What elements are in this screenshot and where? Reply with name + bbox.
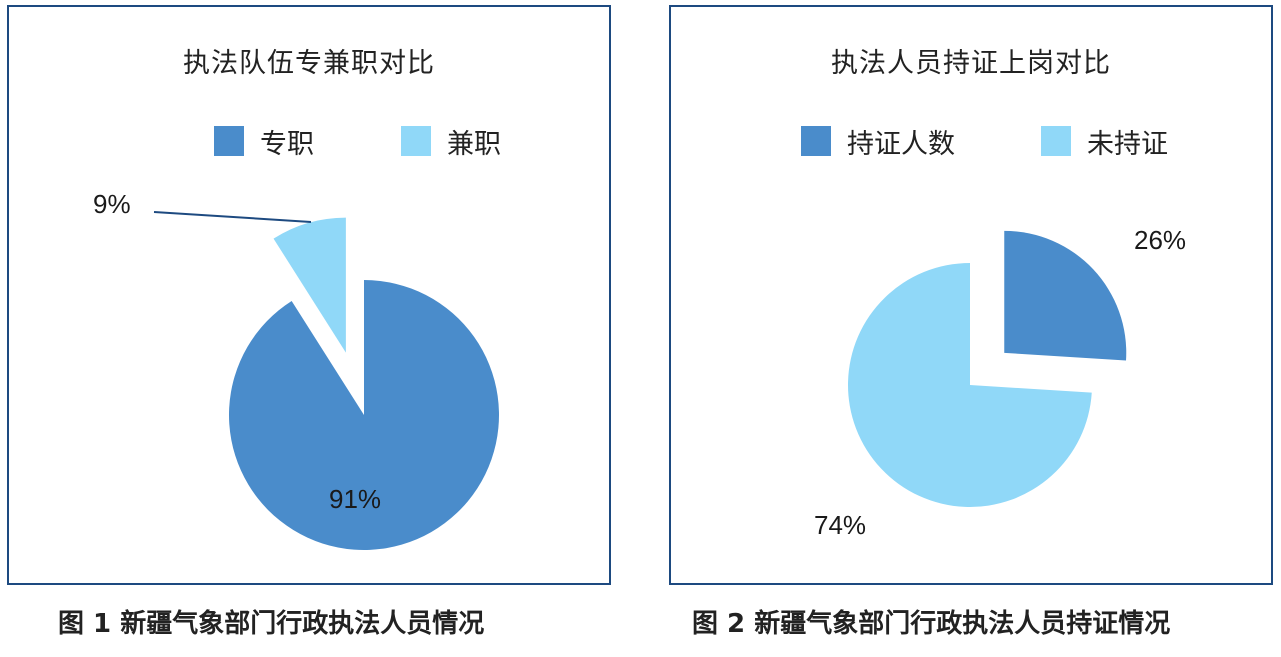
figure-caption-1: 图 1 新疆气象部门行政执法人员情况: [58, 609, 485, 639]
chart-panel-2: 执法人员持证上岗对比 持证人数 未持证 26% 74%: [669, 5, 1273, 585]
chart-title-1: 执法队伍专兼职对比: [183, 48, 435, 79]
legend-label-certified: 持证人数: [847, 128, 955, 160]
data-label-1: 26%: [1134, 225, 1186, 255]
legend-swatch-uncertified: [1041, 126, 1071, 156]
data-label-1: 91%: [329, 484, 381, 514]
data-label-2: 9%: [93, 189, 131, 219]
pie-slice-2: [273, 217, 346, 353]
legend-item-uncertified: 未持证: [1041, 121, 1168, 161]
legend-label-uncertified: 未持证: [1087, 128, 1168, 160]
legend-item-part-time: 兼职: [401, 121, 501, 161]
chart-panel-1: 执法队伍专兼职对比 专职 兼职 91% 9%: [7, 5, 611, 585]
legend-swatch-certified: [801, 126, 831, 156]
data-label-2: 74%: [814, 510, 866, 540]
leader-line: [153, 211, 312, 223]
legend-label-part-time: 兼职: [447, 128, 501, 160]
pie-chart-2: 26% 74%: [814, 225, 1186, 540]
figure-caption-2: 图 2 新疆气象部门行政执法人员持证情况: [692, 609, 1171, 639]
legend-item-full-time: 专职: [214, 121, 314, 161]
legend-swatch-part-time: [401, 126, 431, 156]
legend-swatch-full-time: [214, 126, 244, 156]
pie-slice-1: [1004, 230, 1127, 361]
pie-chart-1: 91% 9%: [93, 189, 499, 550]
legend-1: 专职 兼职: [9, 121, 609, 161]
chart-title-2: 执法人员持证上岗对比: [831, 48, 1111, 79]
legend-2: 持证人数 未持证: [671, 121, 1271, 161]
legend-item-certified: 持证人数: [801, 121, 955, 161]
legend-label-full-time: 专职: [260, 128, 314, 160]
pie-slice-2: [848, 263, 1092, 508]
pie-slice-1: [228, 280, 499, 550]
